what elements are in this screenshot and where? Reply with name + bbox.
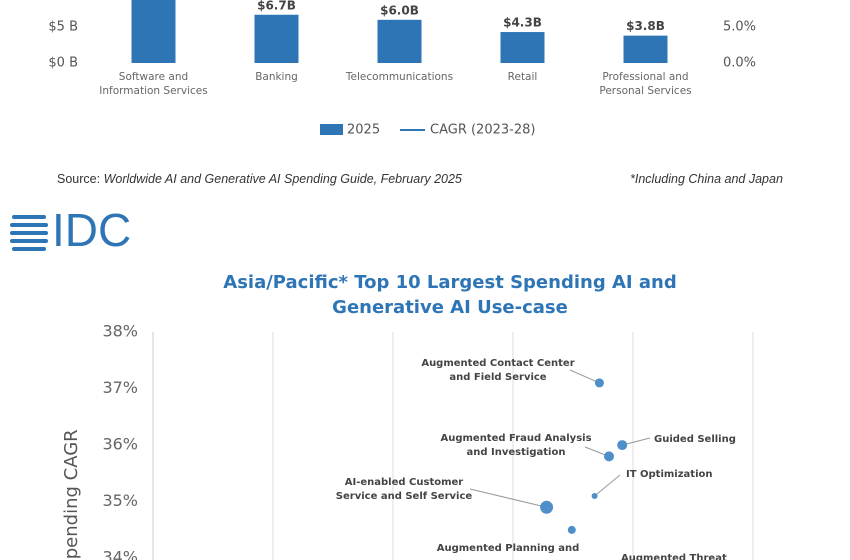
- y2-tick-label: 0.0%: [723, 56, 756, 71]
- bar: [131, 0, 176, 63]
- chart-title: Asia/Pacific* Top 10 Largest Spending AI…: [223, 272, 677, 318]
- y-axis-label: Spending CAGR: [61, 429, 82, 560]
- source-label: Source:: [57, 172, 101, 186]
- x-tick-label: Professional and Personal Services: [599, 71, 692, 97]
- point-label: Augmented Contact Center: [421, 358, 574, 369]
- data-label: $4.3B: [503, 16, 542, 30]
- y-tick-label: 35%: [102, 491, 138, 510]
- logo-mark: [10, 215, 48, 251]
- source-text: Worldwide AI and Generative AI Spending …: [103, 172, 462, 186]
- x-tick-label: Banking: [255, 71, 298, 83]
- point: [591, 492, 598, 499]
- x-tick-label: Retail: [507, 71, 538, 83]
- point-label: AI-enabled Customer: [345, 477, 464, 488]
- legend-label: CAGR (2023-28): [430, 123, 535, 138]
- leader-line: [569, 369, 600, 384]
- y2-tick-label: 5.0%: [723, 20, 756, 35]
- leader-line: [469, 488, 547, 508]
- bar: [377, 19, 422, 63]
- data-label: $6.7B: [257, 0, 296, 12]
- y-tick-label: $0 B: [48, 56, 78, 71]
- point: [540, 500, 554, 514]
- data-label: $3.8B: [626, 19, 665, 33]
- y-tick-label: 34%: [102, 548, 138, 560]
- point-label: and Investigation: [467, 447, 566, 458]
- point: [594, 378, 604, 388]
- logo-text: IDC: [52, 204, 131, 256]
- x-tick-label: Telecommunications: [345, 71, 454, 83]
- bar: [623, 35, 668, 63]
- point: [617, 440, 628, 451]
- leader-line: [594, 474, 621, 497]
- y-tick-label: 36%: [102, 435, 138, 454]
- point: [567, 525, 576, 534]
- source: Source: Worldwide AI and Generative AI S…: [57, 172, 462, 186]
- y-tick-label: $5 B: [48, 20, 78, 35]
- x-tick-label: Software and Information Services: [99, 71, 208, 97]
- bar: [254, 14, 299, 63]
- point-label: Augmented Fraud Analysis: [440, 433, 591, 444]
- point-label: Augmented Planning and: [437, 543, 580, 554]
- annotation: Augmented Threat: [621, 553, 727, 560]
- legend-label: 2025: [347, 123, 380, 138]
- y-tick-label: 37%: [102, 378, 138, 397]
- point-label: Service and Self Service: [336, 491, 473, 502]
- point-label: Guided Selling: [654, 434, 736, 445]
- y-tick-label: 38%: [102, 322, 138, 341]
- point-label: IT Optimization: [626, 469, 713, 480]
- point-label: and Field Service: [449, 372, 546, 383]
- data-label: $6.0B: [380, 3, 419, 17]
- legend-swatch: [320, 124, 343, 135]
- note: *Including China and Japan: [630, 172, 783, 186]
- point: [604, 451, 614, 462]
- bar: [500, 32, 545, 63]
